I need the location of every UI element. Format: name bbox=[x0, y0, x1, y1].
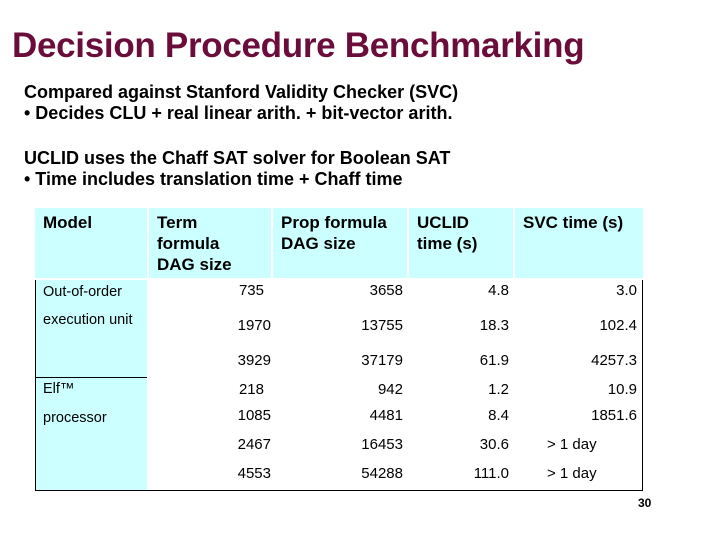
header-term-dag: Term formula DAG size bbox=[149, 208, 271, 278]
cell-uclid-time: 8.4 bbox=[488, 407, 509, 424]
group-label-ooo-line-1: Out-of-order bbox=[43, 284, 122, 300]
header-svc-label: SVC time (s) bbox=[523, 213, 624, 232]
grid-line-group-divider bbox=[35, 377, 147, 378]
grid-line-outer-right bbox=[642, 280, 643, 491]
cell-term-dag: 1970 bbox=[237, 317, 271, 334]
cell-uclid-time: 1.2 bbox=[488, 381, 509, 398]
header-term-line-1: Term bbox=[157, 213, 198, 232]
intro-paragraph: Compared against Stanford Validity Check… bbox=[24, 82, 458, 124]
cell-svc-time: 4257.3 bbox=[591, 352, 637, 369]
cell-svc-time: 1851.6 bbox=[591, 407, 637, 424]
cell-prop-dag: 16453 bbox=[361, 436, 403, 453]
header-uclid-line-2: time (s) bbox=[417, 234, 478, 253]
cell-svc-time: 10.9 bbox=[607, 381, 637, 398]
header-prop-line-2: DAG size bbox=[281, 234, 356, 253]
method-line-1: UCLID uses the Chaff SAT solver for Bool… bbox=[24, 148, 451, 168]
cell-prop-dag: 4481 bbox=[369, 407, 403, 424]
method-bullet-1: • Time includes translation time + Chaff… bbox=[24, 169, 403, 189]
cell-term-dag: 1085 bbox=[237, 407, 271, 424]
grid-line-outer-bottom bbox=[35, 490, 643, 491]
cell-svc-time: 102.4 bbox=[599, 317, 637, 334]
page-number: 30 bbox=[638, 496, 652, 510]
cell-uclid-time: 30.6 bbox=[479, 436, 509, 453]
group-label-ooo-line-2: execution unit bbox=[43, 312, 133, 328]
header-prop-line-1: Prop formula bbox=[281, 213, 387, 232]
header-term-line-2: formula bbox=[157, 234, 220, 253]
slide-title: Decision Procedure Benchmarking bbox=[12, 26, 585, 65]
header-uclid-line-1: UCLID bbox=[417, 213, 469, 232]
group-label-elf-line-1: Elf™ bbox=[43, 381, 75, 397]
cell-uclid-time: 18.3 bbox=[479, 317, 509, 334]
cell-term-dag: 2467 bbox=[237, 436, 271, 453]
group-label-elf-line-2: processor bbox=[43, 410, 107, 426]
cell-term-dag: 3929 bbox=[237, 352, 271, 369]
header-svc-time: SVC time (s) bbox=[515, 208, 643, 278]
cell-svc-time: > 1 day bbox=[547, 465, 597, 482]
cell-term-dag: 735 bbox=[238, 282, 264, 299]
header-prop-dag: Prop formula DAG size bbox=[273, 208, 407, 278]
cell-prop-dag: 13755 bbox=[361, 317, 403, 334]
cell-prop-dag: 54288 bbox=[361, 465, 403, 482]
header-uclid-time: UCLID time (s) bbox=[409, 208, 513, 278]
grid-line-outer-left bbox=[35, 280, 36, 491]
header-model: Model bbox=[35, 208, 147, 278]
intro-line-1: Compared against Stanford Validity Check… bbox=[24, 82, 459, 102]
cell-uclid-time: 4.8 bbox=[488, 282, 509, 299]
header-model-label: Model bbox=[43, 213, 93, 232]
intro-bullet-1: • Decides CLU + real linear arith. + bit… bbox=[24, 103, 453, 123]
cell-prop-dag: 37179 bbox=[361, 352, 403, 369]
cell-term-dag: 218 bbox=[238, 381, 264, 398]
benchmark-table: Model Term formula DAG size Prop formula… bbox=[35, 208, 643, 491]
cell-uclid-time: 61.9 bbox=[479, 352, 509, 369]
cell-prop-dag: 3658 bbox=[369, 282, 403, 299]
cell-svc-time: > 1 day bbox=[547, 436, 597, 453]
method-paragraph: UCLID uses the Chaff SAT solver for Bool… bbox=[24, 148, 450, 190]
cell-svc-time: 3.0 bbox=[616, 282, 637, 299]
header-term-line-3: DAG size bbox=[157, 255, 232, 274]
cell-prop-dag: 942 bbox=[377, 381, 403, 398]
model-column-bg-1 bbox=[35, 280, 147, 377]
cell-term-dag: 4553 bbox=[237, 465, 271, 482]
cell-uclid-time: 111.0 bbox=[473, 465, 509, 482]
model-column-bg-2 bbox=[35, 378, 147, 491]
